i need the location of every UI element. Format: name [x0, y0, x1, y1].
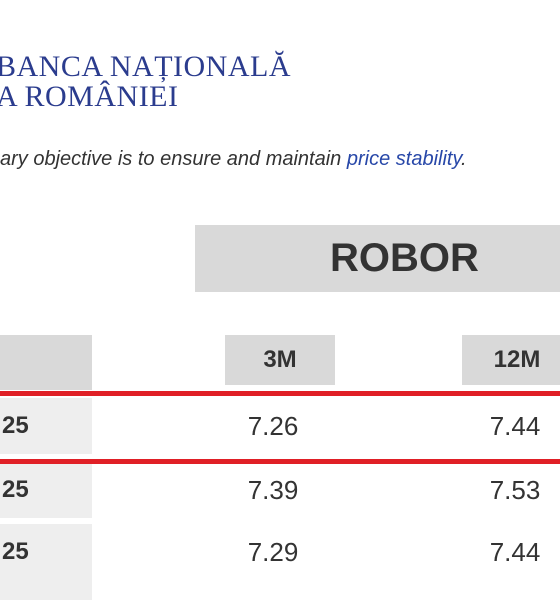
rate-value: 7.29: [247, 536, 299, 567]
highlight-line: [0, 391, 560, 396]
row-cell: [0, 580, 92, 600]
row-label: 25: [0, 524, 92, 580]
row-label: 25: [0, 398, 92, 454]
header-cell: [0, 335, 92, 390]
column-header: 12M: [462, 335, 560, 385]
tagline-end: .: [460, 148, 467, 170]
row-label: 25: [0, 462, 92, 518]
rate-value: 7.26: [247, 410, 299, 441]
table-title: ROBOR: [195, 225, 560, 292]
rate-value: 7.53: [489, 474, 541, 505]
rate-value: 7.39: [247, 474, 299, 505]
column-header: 3M: [225, 335, 335, 385]
rate-value: 7.44: [489, 410, 541, 441]
logo-line: BANCA NAȚIONALĂ: [0, 50, 291, 83]
highlight-line: [0, 459, 560, 464]
logo-line: A ROMÂNIEI: [0, 80, 179, 113]
tagline: ary objective is to ensure and maintain …: [0, 148, 467, 171]
tagline-text: ary objective is to ensure and maintain: [0, 148, 347, 170]
tagline-link[interactable]: price stability: [346, 148, 461, 170]
rate-value: 7.44: [489, 536, 541, 567]
